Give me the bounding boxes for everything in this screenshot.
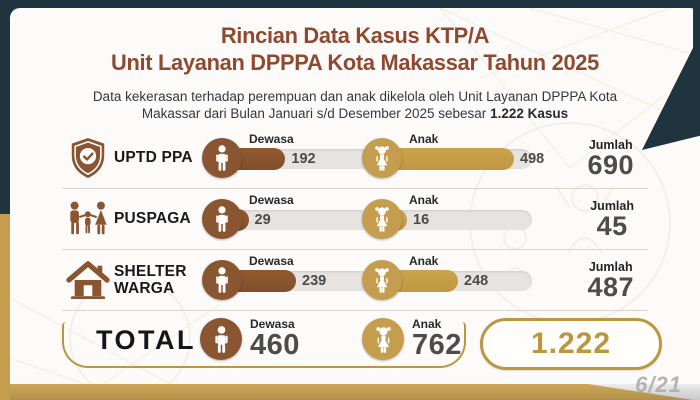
slide-number: 6/21 bbox=[635, 372, 682, 397]
row-label: SHELTER WARGA bbox=[114, 262, 187, 297]
adult-icon bbox=[202, 260, 242, 300]
grand-total-value: 1.222 bbox=[530, 327, 612, 360]
house-icon bbox=[66, 261, 110, 300]
jumlah-cell: Jumlah 487 bbox=[587, 260, 648, 301]
anak-value: 248 bbox=[464, 273, 489, 289]
anak-value: 498 bbox=[520, 151, 545, 167]
dewasa-value: 29 bbox=[254, 212, 271, 228]
child-icon bbox=[362, 318, 404, 360]
anak-bar: 498 bbox=[382, 148, 544, 170]
anak-stat: Anak 498 bbox=[362, 128, 544, 188]
total-anak-group: Anak 762 bbox=[362, 318, 462, 360]
dewasa-bar: 192 bbox=[222, 148, 372, 170]
anak-label: Anak bbox=[409, 254, 439, 268]
dewasa-stat: Dewasa 192 bbox=[202, 128, 372, 188]
top-frame-band bbox=[0, 0, 700, 8]
anak-label: Anak bbox=[409, 193, 439, 207]
anak-bar: 248 bbox=[382, 270, 532, 292]
anak-bar: 16 bbox=[382, 209, 532, 231]
total-row: TOTAL Dewasa 460 Anak 762 bbox=[62, 310, 662, 372]
page-title: Rincian Data Kasus KTP/A Unit Layanan DP… bbox=[20, 23, 689, 76]
row-icon-cell bbox=[62, 260, 114, 300]
subtitle-total-kasus: 1.222 Kasus bbox=[490, 106, 569, 122]
dewasa-stat: Dewasa 29 bbox=[202, 189, 372, 249]
row-label: UPTD PPA bbox=[114, 149, 193, 167]
jumlah-value: 487 bbox=[587, 271, 634, 302]
row-icon-cell bbox=[62, 199, 114, 239]
adult-icon bbox=[202, 138, 242, 178]
jumlah-value: 45 bbox=[596, 210, 628, 241]
anak-label: Anak bbox=[409, 132, 439, 146]
child-icon bbox=[362, 199, 402, 239]
table-row: UPTD PPA Dewasa 192 Anak bbox=[62, 128, 648, 189]
dewasa-label: Dewasa bbox=[249, 193, 294, 207]
dewasa-bar: 239 bbox=[222, 270, 372, 292]
total-label: TOTAL bbox=[96, 325, 196, 355]
dewasa-label: Dewasa bbox=[250, 317, 295, 331]
left-frame-navy bbox=[0, 8, 10, 214]
child-icon bbox=[362, 138, 402, 178]
child-icon bbox=[362, 260, 402, 300]
jumlah-value: 690 bbox=[587, 149, 634, 180]
adult-icon bbox=[200, 318, 242, 360]
row-icon-cell bbox=[62, 136, 114, 180]
total-dewasa-group: Dewasa 460 bbox=[200, 318, 300, 360]
title-line-2: Unit Layanan DPPPA Kota Makassar Tahun 2… bbox=[110, 49, 600, 75]
slide-card: Rincian Data Kasus KTP/A Unit Layanan DP… bbox=[10, 8, 700, 400]
anak-stat: Anak 16 bbox=[362, 189, 532, 249]
data-table: UPTD PPA Dewasa 192 Anak bbox=[62, 128, 648, 311]
grand-total-badge: 1.222 bbox=[480, 318, 662, 370]
table-row: PUSPAGA Dewasa 29 Anak bbox=[62, 189, 648, 250]
left-frame-gold bbox=[0, 214, 10, 400]
dewasa-label: Dewasa bbox=[249, 132, 294, 146]
jumlah-cell: Jumlah 45 bbox=[590, 199, 648, 240]
table-row: SHELTER WARGA Dewasa 239 Anak bbox=[62, 250, 648, 311]
anak-stat: Anak 248 bbox=[362, 250, 532, 310]
subtitle: Data kekerasan terhadap perempuan dan an… bbox=[81, 88, 629, 123]
dewasa-label: Dewasa bbox=[249, 254, 294, 268]
dewasa-value: 192 bbox=[291, 151, 316, 167]
dewasa-bar: 29 bbox=[222, 209, 372, 231]
adult-icon bbox=[202, 199, 242, 239]
anak-label: Anak bbox=[412, 317, 442, 331]
family-icon bbox=[70, 201, 107, 235]
jumlah-cell: Jumlah 690 bbox=[587, 138, 648, 179]
bottom-frame-band bbox=[0, 384, 693, 400]
total-anak-value: 762 bbox=[412, 329, 462, 361]
row-label: PUSPAGA bbox=[114, 210, 191, 228]
dewasa-value: 239 bbox=[302, 273, 327, 289]
anak-value: 16 bbox=[413, 212, 430, 228]
shield-check-icon bbox=[71, 137, 105, 179]
dewasa-stat: Dewasa 239 bbox=[202, 250, 372, 310]
total-dewasa-value: 460 bbox=[250, 329, 300, 361]
title-line-1: Rincian Data Kasus KTP/A bbox=[220, 23, 490, 48]
